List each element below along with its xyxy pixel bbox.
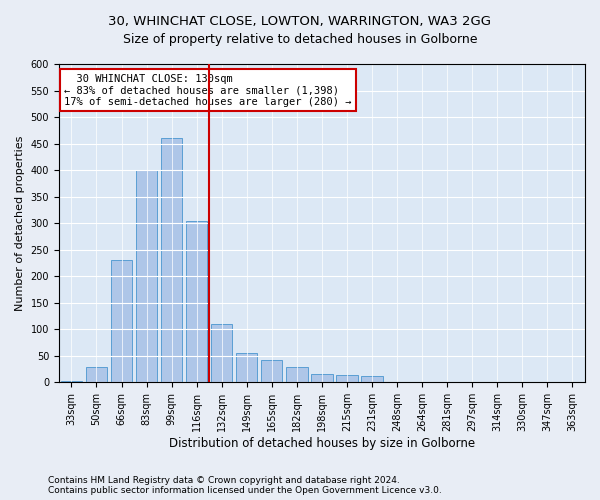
Bar: [337, 375, 358, 382]
X-axis label: Distribution of detached houses by size in Golborne: Distribution of detached houses by size …: [169, 437, 475, 450]
Y-axis label: Number of detached properties: Number of detached properties: [15, 136, 25, 311]
Bar: [186, 220, 208, 382]
Bar: [86, 368, 107, 382]
Text: 30 WHINCHAT CLOSE: 130sqm
← 83% of detached houses are smaller (1,398)
17% of se: 30 WHINCHAT CLOSE: 130sqm ← 83% of detac…: [64, 74, 352, 107]
Text: 30, WHINCHAT CLOSE, LOWTON, WARRINGTON, WA3 2GG: 30, WHINCHAT CLOSE, LOWTON, WARRINGTON, …: [109, 15, 491, 28]
Bar: [286, 368, 308, 382]
Bar: [361, 376, 383, 382]
Bar: [211, 324, 232, 382]
Bar: [111, 260, 132, 382]
Text: Size of property relative to detached houses in Golborne: Size of property relative to detached ho…: [123, 32, 477, 46]
Bar: [311, 374, 332, 382]
Bar: [261, 360, 283, 382]
Bar: [161, 138, 182, 382]
Bar: [136, 170, 157, 382]
Text: Contains HM Land Registry data © Crown copyright and database right 2024.
Contai: Contains HM Land Registry data © Crown c…: [48, 476, 442, 495]
Bar: [236, 353, 257, 382]
